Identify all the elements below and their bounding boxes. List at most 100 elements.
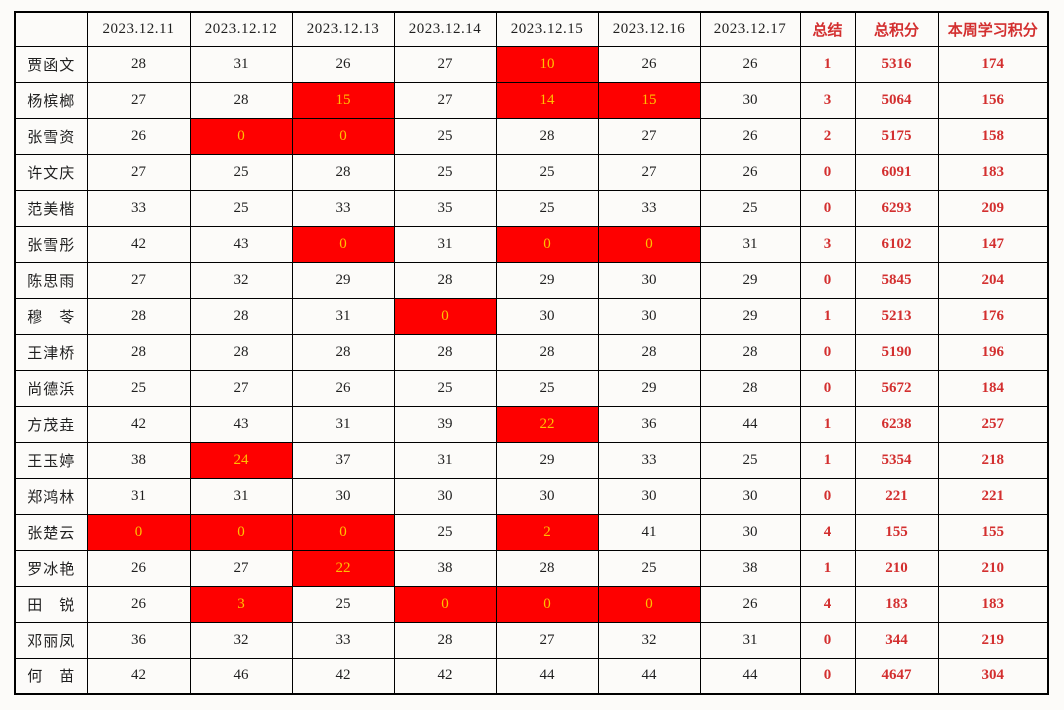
day-score-cell: 31 bbox=[291, 405, 395, 443]
summary-count-cell: 4 bbox=[799, 513, 856, 551]
day-score-cell: 31 bbox=[189, 477, 293, 515]
summary-count-cell: 0 bbox=[799, 333, 856, 371]
week-study-points-cell: 158 bbox=[937, 117, 1049, 155]
table-row: 陈思雨 27 32 29 28 29 30 29 0 5845 204 bbox=[14, 261, 1049, 299]
table-row: 郑鸿林 31 31 30 30 30 30 30 0 221 221 bbox=[14, 477, 1049, 515]
day-score-cell: 44 bbox=[495, 657, 599, 695]
week-study-points-cell: 221 bbox=[937, 477, 1049, 515]
metric-header-cell: 本周学习积分 bbox=[937, 11, 1049, 47]
day-score-cell: 29 bbox=[291, 261, 395, 299]
day-score-cell: 28 bbox=[86, 333, 191, 371]
highlighted-day-score-cell: 0 bbox=[393, 297, 497, 335]
highlighted-day-score-cell: 0 bbox=[291, 513, 395, 551]
day-score-cell: 30 bbox=[699, 513, 801, 551]
highlighted-day-score-cell: 0 bbox=[189, 117, 293, 155]
summary-count-cell: 4 bbox=[799, 585, 856, 623]
day-score-cell: 33 bbox=[291, 621, 395, 659]
day-score-cell: 28 bbox=[189, 297, 293, 335]
day-score-cell: 30 bbox=[393, 477, 497, 515]
day-score-cell: 31 bbox=[189, 45, 293, 83]
total-points-cell: 5316 bbox=[854, 45, 939, 83]
day-score-cell: 25 bbox=[495, 189, 599, 227]
day-score-cell: 26 bbox=[86, 585, 191, 623]
day-score-cell: 25 bbox=[699, 441, 801, 479]
day-score-cell: 25 bbox=[393, 369, 497, 407]
day-score-cell: 26 bbox=[86, 117, 191, 155]
day-score-cell: 32 bbox=[597, 621, 701, 659]
day-score-cell: 27 bbox=[495, 621, 599, 659]
total-points-cell: 6238 bbox=[854, 405, 939, 443]
total-points-cell: 6091 bbox=[854, 153, 939, 191]
highlighted-day-score-cell: 0 bbox=[597, 585, 701, 623]
table-body: 贾函文 28 31 26 27 10 26 26 1 5316 174 杨槟榔 27 28 15 27 14 15… bbox=[14, 45, 1049, 695]
table-row: 王津桥 28 28 28 28 28 28 28 0 5190 196 bbox=[14, 333, 1049, 371]
day-score-cell: 33 bbox=[291, 189, 395, 227]
day-score-cell: 32 bbox=[189, 261, 293, 299]
day-score-cell: 25 bbox=[189, 153, 293, 191]
day-score-cell: 42 bbox=[291, 657, 395, 695]
day-score-cell: 28 bbox=[699, 333, 801, 371]
student-name-cell: 陈思雨 bbox=[14, 261, 88, 299]
highlighted-day-score-cell: 3 bbox=[189, 585, 293, 623]
day-score-cell: 28 bbox=[86, 297, 191, 335]
total-points-cell: 6293 bbox=[854, 189, 939, 227]
student-name-cell: 范美楷 bbox=[14, 189, 88, 227]
day-score-cell: 28 bbox=[495, 333, 599, 371]
table-row: 王玉婷 38 24 37 31 29 33 25 1 5354 218 bbox=[14, 441, 1049, 479]
table-row: 张楚云 0 0 0 25 2 41 30 4 155 155 bbox=[14, 513, 1049, 551]
day-score-cell: 28 bbox=[393, 333, 497, 371]
week-study-points-cell: 174 bbox=[937, 45, 1049, 83]
day-score-cell: 25 bbox=[393, 117, 497, 155]
total-points-cell: 5845 bbox=[854, 261, 939, 299]
day-score-cell: 42 bbox=[86, 405, 191, 443]
week-study-points-cell: 218 bbox=[937, 441, 1049, 479]
student-name-cell: 王津桥 bbox=[14, 333, 88, 371]
summary-count-cell: 0 bbox=[799, 477, 856, 515]
day-score-cell: 41 bbox=[597, 513, 701, 551]
highlighted-day-score-cell: 2 bbox=[495, 513, 599, 551]
day-score-cell: 25 bbox=[393, 513, 497, 551]
day-score-cell: 29 bbox=[597, 369, 701, 407]
student-name-cell: 郑鸿林 bbox=[14, 477, 88, 515]
highlighted-day-score-cell: 0 bbox=[495, 585, 599, 623]
total-points-cell: 210 bbox=[854, 549, 939, 587]
day-score-cell: 30 bbox=[699, 81, 801, 119]
day-score-cell: 29 bbox=[495, 261, 599, 299]
summary-count-cell: 3 bbox=[799, 81, 856, 119]
day-score-cell: 27 bbox=[189, 369, 293, 407]
highlighted-day-score-cell: 15 bbox=[291, 81, 395, 119]
day-score-cell: 42 bbox=[86, 225, 191, 263]
highlighted-day-score-cell: 0 bbox=[291, 225, 395, 263]
day-score-cell: 28 bbox=[495, 549, 599, 587]
day-score-cell: 27 bbox=[597, 153, 701, 191]
student-name-cell: 杨槟榔 bbox=[14, 81, 88, 119]
student-name-cell: 邓丽凤 bbox=[14, 621, 88, 659]
day-score-cell: 31 bbox=[393, 441, 497, 479]
week-study-points-cell: 176 bbox=[937, 297, 1049, 335]
day-score-cell: 37 bbox=[291, 441, 395, 479]
score-table: 2023.12.11 2023.12.12 2023.12.13 2023.12.14… bbox=[14, 11, 1049, 695]
summary-count-cell: 0 bbox=[799, 189, 856, 227]
student-name-cell: 田 锐 bbox=[14, 585, 88, 623]
day-score-cell: 30 bbox=[597, 261, 701, 299]
day-score-cell: 26 bbox=[699, 153, 801, 191]
table-header-row: 2023.12.11 2023.12.12 2023.12.13 2023.12.14… bbox=[14, 11, 1049, 47]
total-points-cell: 155 bbox=[854, 513, 939, 551]
day-score-cell: 28 bbox=[393, 621, 497, 659]
day-score-cell: 30 bbox=[597, 297, 701, 335]
student-name-cell: 方茂垚 bbox=[14, 405, 88, 443]
week-study-points-cell: 204 bbox=[937, 261, 1049, 299]
table-row: 许文庆 27 25 28 25 25 27 26 0 6091 183 bbox=[14, 153, 1049, 191]
student-name-cell: 穆 苓 bbox=[14, 297, 88, 335]
day-score-cell: 26 bbox=[291, 45, 395, 83]
date-header-cell: 2023.12.16 bbox=[597, 11, 701, 47]
metric-header-cell: 总结 bbox=[799, 11, 856, 47]
summary-count-cell: 1 bbox=[799, 405, 856, 443]
day-score-cell: 46 bbox=[189, 657, 293, 695]
day-score-cell: 30 bbox=[291, 477, 395, 515]
day-score-cell: 36 bbox=[86, 621, 191, 659]
date-header-cell: 2023.12.14 bbox=[393, 11, 497, 47]
day-score-cell: 25 bbox=[495, 369, 599, 407]
student-name-cell: 尚德浜 bbox=[14, 369, 88, 407]
week-study-points-cell: 183 bbox=[937, 585, 1049, 623]
